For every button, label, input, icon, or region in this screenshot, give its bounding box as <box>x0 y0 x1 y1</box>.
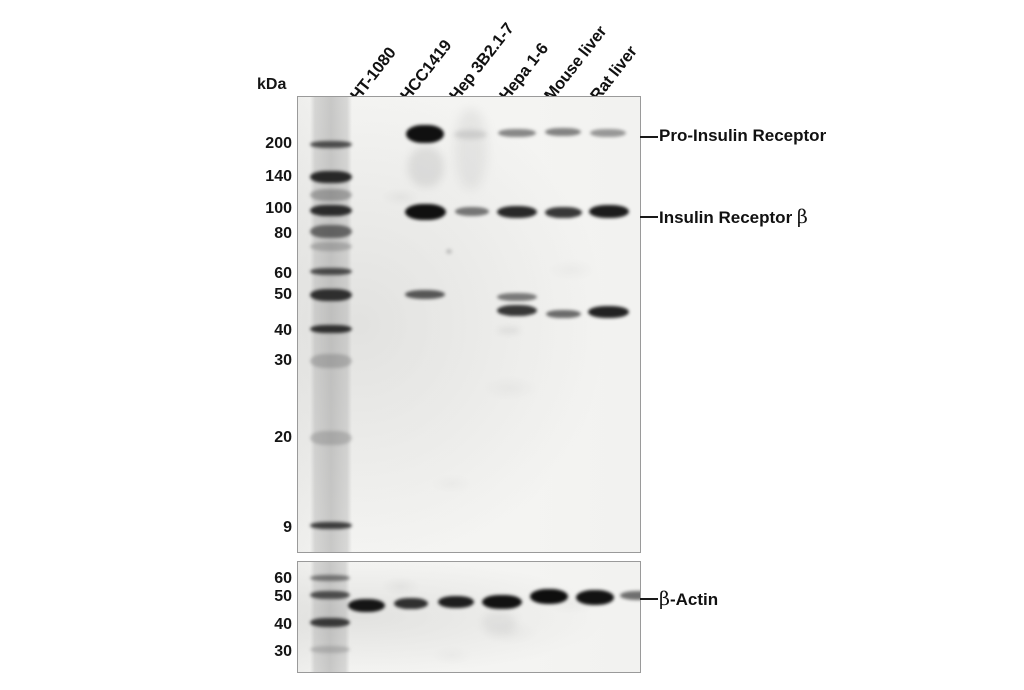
mw-marker-200: 200 <box>265 135 292 152</box>
actin-ladder-band-30 <box>310 646 350 653</box>
mw-marker-100: 100 <box>265 200 292 217</box>
ladder-band-80 <box>310 225 352 238</box>
mw-marker-actin-30: 30 <box>274 643 292 660</box>
band-ir-beta-hep3b2 <box>455 207 489 216</box>
ladder-band-30 <box>310 354 352 368</box>
band-actin-extra-left <box>620 591 640 600</box>
band-actin-ht-1080 <box>348 599 385 612</box>
annotation-leader-actin <box>640 598 658 600</box>
band-pro-ir-hep3b2 <box>454 130 487 139</box>
annotation-insulin-receptor-beta: Insulin Receptor β <box>659 206 808 228</box>
band-speck-hep3b2-mid <box>446 249 452 254</box>
annotation-leader-pro-ir <box>640 136 658 138</box>
band-speck-hepa16-low <box>498 327 520 334</box>
mw-marker-40: 40 <box>274 322 292 339</box>
band-actin-mouse-liver <box>530 589 568 604</box>
actin-ladder-band-50 <box>310 591 350 599</box>
mw-marker-actin-60: 60 <box>274 570 292 587</box>
annotation-leader-ir-beta <box>640 216 658 218</box>
kda-axis-title: kDa <box>257 76 287 93</box>
band-pro-ir-hepa16 <box>498 129 536 137</box>
mw-marker-actin-50: 50 <box>274 588 292 605</box>
band-actin-hep3b2 <box>438 596 474 608</box>
band-pro-ir-rat-liver <box>590 129 626 137</box>
band-ir-beta-hcc1419 <box>405 204 446 220</box>
band-ir-beta-mouse-liver <box>545 207 582 218</box>
band-actin-hcc1419 <box>394 598 428 609</box>
band-pro-ir-hcc1419 <box>406 125 444 143</box>
annotation-ir-beta-prefix: Insulin Receptor <box>659 208 797 227</box>
mw-marker-9: 9 <box>283 519 292 536</box>
ladder-band-60 <box>310 268 352 275</box>
band-actin-hepa16 <box>482 595 522 609</box>
ladder-band-9 <box>310 522 352 529</box>
band-smear-hcc1419-upper <box>408 147 444 187</box>
mw-marker-140: 140 <box>265 168 292 185</box>
band-pro-ir-mouse-liver <box>545 128 581 136</box>
actin-ladder-lane <box>310 562 350 672</box>
mw-marker-50: 50 <box>274 286 292 303</box>
band-low-hepa16-lower <box>497 305 537 316</box>
panel-background <box>298 97 640 552</box>
annotation-pro-insulin-receptor: Pro-Insulin Receptor <box>659 126 827 145</box>
ladder-band-40 <box>310 325 352 333</box>
band-low-hepa16-upper <box>497 293 537 301</box>
ladder-band-200 <box>310 141 352 148</box>
beta-symbol-actin: β <box>659 588 670 610</box>
mw-marker-30: 30 <box>274 352 292 369</box>
band-ir-beta-rat-liver <box>589 205 629 218</box>
annotation-actin-suffix: -Actin <box>669 590 719 609</box>
ladder-band-50 <box>310 289 352 301</box>
actin-ladder-band-40 <box>310 618 350 627</box>
band-actin-smear-hepa16 <box>482 612 516 634</box>
loading-control-blot-panel <box>297 561 641 673</box>
mw-marker-80: 80 <box>274 225 292 242</box>
band-low-mouse-liver <box>546 310 581 318</box>
band-low-rat-liver <box>588 306 629 318</box>
band-low-hcc1419 <box>405 290 445 299</box>
band-smear-hep3b2-upper <box>455 109 487 189</box>
mw-marker-actin-40: 40 <box>274 616 292 633</box>
ladder-band-70 <box>310 242 352 251</box>
actin-panel-background <box>298 562 640 672</box>
ladder-band-120 <box>310 189 352 201</box>
mw-marker-20: 20 <box>274 429 292 446</box>
actin-ladder-band-60 <box>310 575 350 581</box>
mw-marker-60: 60 <box>274 265 292 282</box>
annotation-beta-actin: β-Actin <box>659 588 718 610</box>
beta-symbol-ir: β <box>796 206 808 228</box>
band-actin-rat-liver <box>576 590 614 605</box>
ladder-band-100 <box>310 205 352 216</box>
ladder-band-20 <box>310 431 352 445</box>
target-blot-panel <box>297 96 641 553</box>
band-ir-beta-hepa16 <box>497 206 537 218</box>
ladder-band-140 <box>310 171 352 183</box>
ladder-lane <box>310 97 352 552</box>
